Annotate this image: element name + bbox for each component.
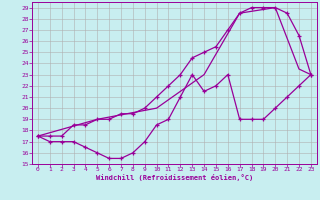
X-axis label: Windchill (Refroidissement éolien,°C): Windchill (Refroidissement éolien,°C) (96, 174, 253, 181)
